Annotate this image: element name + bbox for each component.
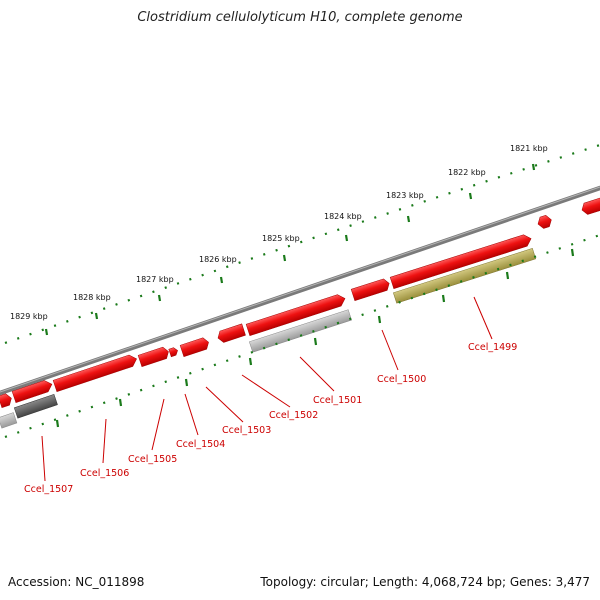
- leader-lines: [41, 296, 493, 482]
- gene-arrow[interactable]: [536, 214, 553, 230]
- gene-arrow[interactable]: [0, 392, 13, 409]
- gene-arrow[interactable]: [580, 197, 600, 216]
- feature-bar[interactable]: [0, 412, 18, 429]
- map-title: Clostridium cellulolyticum H10, complete…: [137, 10, 463, 25]
- gene-label-ccel-1500[interactable]: Ccel_1500: [377, 374, 426, 385]
- kbp-label-1829: 1829 kbp: [10, 312, 48, 321]
- gene-label-ccel-1505[interactable]: Ccel_1505: [128, 454, 177, 465]
- kbp-label-1823: 1823 kbp: [386, 191, 424, 200]
- gene-arrow[interactable]: [389, 233, 533, 290]
- gene-arrow[interactable]: [52, 353, 138, 393]
- gene-arrow[interactable]: [245, 293, 347, 337]
- feature-bar[interactable]: [393, 248, 537, 304]
- feature-track: [0, 248, 537, 429]
- accession-text: Accession: NC_011898: [8, 575, 145, 589]
- gene-label-ccel-1503[interactable]: Ccel_1503: [222, 425, 271, 436]
- gene-arrow[interactable]: [137, 346, 170, 368]
- inner-tick-arc: [4, 233, 600, 439]
- gene-track: [0, 197, 600, 409]
- genome-backbone: [0, 185, 600, 396]
- gene-arrow[interactable]: [179, 337, 210, 358]
- genome-summary-text: Topology: circular; Length: 4,068,724 bp…: [260, 575, 590, 589]
- kbp-label-1827: 1827 kbp: [136, 275, 174, 284]
- inner-major-ticks: [55, 248, 575, 428]
- major-ticks: [44, 163, 536, 336]
- gene-arrow[interactable]: [168, 347, 179, 358]
- gene-label-ccel-1506[interactable]: Ccel_1506: [80, 468, 129, 479]
- kbp-label-1828: 1828 kbp: [73, 293, 111, 302]
- kbp-label-1821: 1821 kbp: [510, 144, 548, 153]
- kbp-label-1824: 1824 kbp: [324, 212, 362, 221]
- gene-label-ccel-1502[interactable]: Ccel_1502: [269, 410, 318, 421]
- gene-label-ccel-1504[interactable]: Ccel_1504: [176, 439, 225, 450]
- gene-arrow[interactable]: [216, 323, 246, 344]
- kbp-label-1822: 1822 kbp: [448, 168, 486, 177]
- gene-arrow[interactable]: [11, 379, 54, 404]
- gene-label-ccel-1501[interactable]: Ccel_1501: [313, 395, 362, 406]
- gene-label-ccel-1507[interactable]: Ccel_1507: [24, 484, 73, 495]
- feature-bar[interactable]: [13, 393, 58, 419]
- kbp-label-1826: 1826 kbp: [199, 255, 237, 264]
- kbp-label-1825: 1825 kbp: [262, 234, 300, 243]
- gene-arrow[interactable]: [350, 278, 391, 302]
- gene-label-ccel-1499[interactable]: Ccel_1499: [468, 342, 517, 353]
- outer-tick-arc: [4, 143, 600, 345]
